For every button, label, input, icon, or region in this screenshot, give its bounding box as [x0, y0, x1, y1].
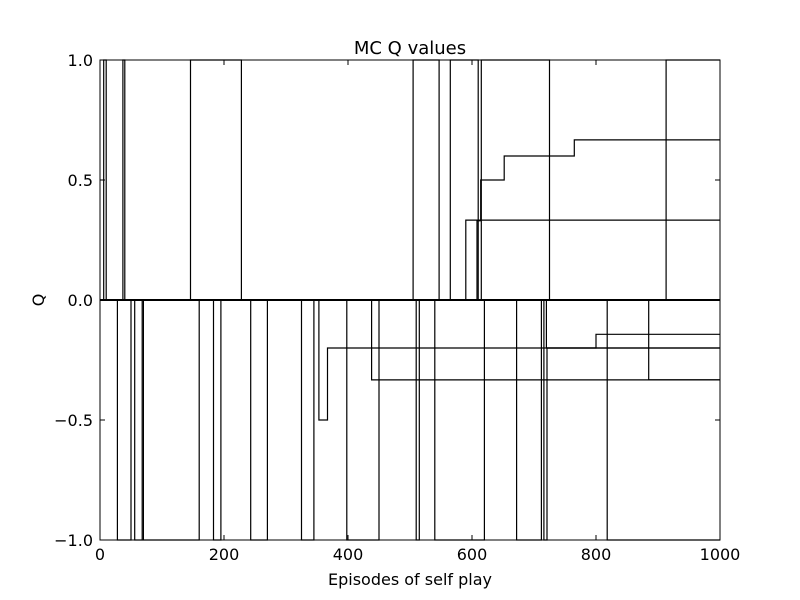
series-line-17	[100, 299, 720, 541]
series-line-20	[100, 299, 720, 541]
x-tick-label: 400	[333, 545, 364, 564]
series-line-8	[100, 139, 720, 301]
y-tick-label: −0.5	[54, 411, 93, 430]
plot-area	[100, 59, 720, 541]
x-tick-label: 0	[95, 545, 105, 564]
series-line-23	[100, 299, 720, 349]
series-line-1	[100, 59, 720, 301]
series-line-5	[100, 59, 720, 301]
series-line-3	[100, 59, 720, 301]
x-tick-label: 200	[209, 545, 240, 564]
series-line-25	[100, 299, 720, 381]
series-line-21	[100, 299, 720, 541]
x-axis-label: Episodes of self play	[328, 570, 492, 589]
series-line-24	[100, 299, 720, 541]
y-tick-label: 0.5	[68, 171, 93, 190]
series-line-18	[100, 299, 720, 381]
series-line-2	[100, 59, 720, 301]
y-axis: 1.0 0.5 0.0 −0.5 −1.0	[54, 51, 720, 550]
series-line-13	[100, 299, 720, 541]
series-line-19	[100, 299, 720, 541]
y-axis-label: Q	[29, 294, 48, 307]
x-axis: 0 200 400 600 800 1000	[95, 60, 740, 564]
series-line-12	[100, 299, 720, 541]
series-line-11	[100, 299, 720, 541]
chart-title: MC Q values	[354, 38, 466, 59]
x-tick-label: 600	[457, 545, 488, 564]
x-tick-label: 1000	[700, 545, 741, 564]
series-line-10	[100, 299, 720, 541]
series-line-6	[100, 59, 720, 301]
series-line-4	[100, 59, 720, 301]
series-line-9	[100, 219, 720, 301]
series-line-15	[100, 299, 720, 541]
series-line-22	[100, 299, 720, 541]
y-tick-label: 0.0	[68, 291, 93, 310]
series-line-16	[100, 299, 720, 421]
y-tick-label: 1.0	[68, 51, 93, 70]
x-tick-label: 800	[581, 545, 612, 564]
series-line-14	[100, 299, 720, 541]
y-tick-label: −1.0	[54, 531, 93, 550]
series-line-7	[100, 59, 720, 301]
